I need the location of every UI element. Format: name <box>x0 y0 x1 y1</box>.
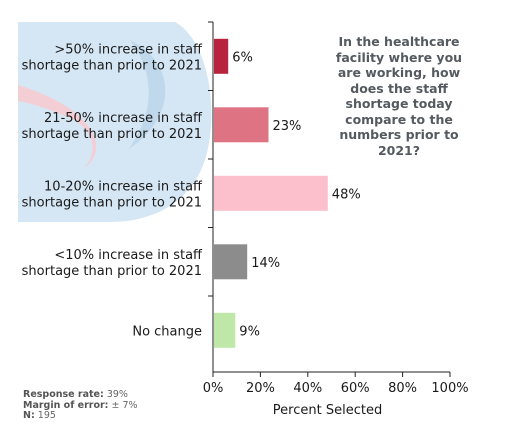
watermark-logo <box>18 22 212 222</box>
sample-size-label: N: <box>23 410 35 421</box>
bar <box>214 244 248 280</box>
response-rate-label: Response rate: <box>23 389 104 400</box>
x-tick-label: 80% <box>388 381 417 396</box>
x-tick-label: 20% <box>246 381 275 396</box>
question-line: does the staff <box>350 80 448 96</box>
bar-value-label: 9% <box>239 324 260 339</box>
x-tick-label: 0% <box>203 381 224 396</box>
watermark-logo-blue <box>18 22 212 222</box>
sample-size: N: 195 <box>23 410 138 422</box>
x-tick-label: 100% <box>431 381 468 396</box>
bar-value-label: 23% <box>273 119 302 134</box>
category-label: shortage than prior to 2021 <box>22 264 202 279</box>
survey-footnote: Response rate: 39% Margin of error: ± 7%… <box>23 389 138 422</box>
margin-of-error-value: ± 7% <box>111 399 138 411</box>
category-label: >50% increase in staff <box>54 42 203 57</box>
watermark-logo-swoosh <box>128 40 166 150</box>
question-line: numbers prior to <box>339 127 459 142</box>
question-line: facility where you <box>335 49 463 65</box>
bar-value-label: 6% <box>232 50 253 65</box>
category-label: <10% increase in staff <box>54 248 203 263</box>
category-label: No change <box>132 324 202 339</box>
question-line: shortage today <box>345 96 453 111</box>
bar <box>214 38 229 74</box>
question-line: 2021? <box>377 142 421 158</box>
question-line: are working, how <box>337 65 461 80</box>
question-line: compare to the <box>345 111 453 127</box>
category-label: 21-50% increase in staff <box>44 111 203 126</box>
margin-of-error-label: Margin of error: <box>23 399 109 411</box>
category-label: shortage than prior to 2021 <box>22 58 202 73</box>
axis-layer: 0% 20% 40% 60% 80% 100% Percent Selected <box>203 21 469 418</box>
sample-size-value: 195 <box>37 410 56 421</box>
response-rate: Response rate: 39% <box>23 389 138 401</box>
question-text: In the healthcare facility where you are… <box>326 34 472 158</box>
bars-layer <box>214 38 328 348</box>
x-tick-label: 60% <box>341 381 370 396</box>
category-label: shortage than prior to 2021 <box>22 195 202 210</box>
question-line: In the healthcare <box>338 34 460 49</box>
bar-value-label: 14% <box>251 256 280 271</box>
bar-value-label: 48% <box>332 187 361 202</box>
bar <box>214 175 328 211</box>
bar <box>214 107 269 143</box>
response-rate-value: 39% <box>106 389 128 400</box>
x-axis-title: Percent Selected <box>273 403 382 418</box>
x-tick-label: 40% <box>293 381 322 396</box>
category-label: shortage than prior to 2021 <box>22 127 202 142</box>
watermark-logo-pink <box>18 85 97 168</box>
margin-of-error: Margin of error: ± 7% <box>23 399 138 412</box>
bar <box>214 312 236 348</box>
category-label: 10-20% increase in staff <box>44 179 203 194</box>
